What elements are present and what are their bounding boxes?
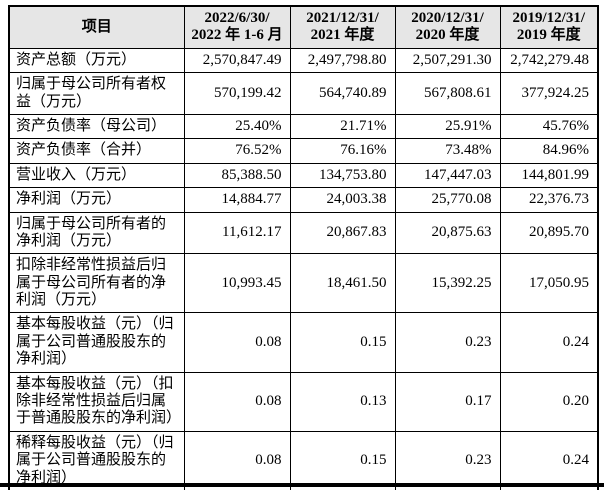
financial-summary-table: 项目 2022/6/30/2022 年 1-6 月 2021/12/31/2021… bbox=[8, 5, 599, 490]
table-row: 归属于母公司所有者权益（万元） 570,199.42 564,740.89 567,8… bbox=[8, 72, 599, 115]
value-cell: 25,770.08 bbox=[394, 187, 501, 213]
table-row: 营业收入（万元） 85,388.50 134,753.80 147,447.03 144… bbox=[8, 162, 599, 189]
value-cell: 0.24 bbox=[499, 430, 599, 490]
period-date: 2021/12/31/ bbox=[306, 10, 379, 26]
period-date: 2020/12/31/ bbox=[411, 10, 484, 26]
row-label: 营业收入（万元） bbox=[8, 162, 185, 189]
value-cell: 0.17 bbox=[394, 371, 501, 432]
value-cell: 2,570,847.49 bbox=[183, 47, 291, 74]
value-cell: 377,924.25 bbox=[499, 72, 599, 115]
row-label: 稀释每股收益（元）（归属于公司普通股股东的净利润） bbox=[8, 430, 185, 490]
row-label: 扣除非经常性损益后归属于母公司所有者的净利润（万元） bbox=[8, 253, 185, 314]
value-cell: 570,199.42 bbox=[183, 72, 291, 115]
value-cell: 25.91% bbox=[394, 113, 501, 140]
period-label: 2022 年 1-6 月 bbox=[191, 27, 283, 44]
table-row: 归属于母公司所有者的净利润（万元） 11,612.17 20,867.83 20,87… bbox=[8, 211, 599, 255]
period-date: 2019/12/31/ bbox=[512, 10, 585, 26]
row-label: 归属于母公司所有者权益（万元） bbox=[8, 72, 185, 115]
row-label: 基本每股收益（元）（扣除非经常性损益后归属于普通股股东的净利润） bbox=[8, 371, 185, 432]
value-cell: 20,875.63 bbox=[394, 211, 501, 255]
financial-summary-table-wrap: 项目 2022/6/30/2022 年 1-6 月 2021/12/31/2021… bbox=[8, 5, 599, 490]
row-label: 基本每股收益（元）（归属于公司普通股股东的净利润） bbox=[8, 312, 185, 373]
table-row: 净利润（万元） 14,884.77 24,003.38 25,770.08 22,376… bbox=[8, 187, 599, 213]
period-label: 2020 年度 bbox=[415, 27, 480, 44]
table-row: 资产负债率（合并） 76.52% 76.16% 73.48% 84.96% bbox=[8, 138, 599, 164]
row-label: 资产总额（万元） bbox=[8, 47, 185, 74]
value-cell: 0.20 bbox=[499, 371, 599, 432]
table-header: 项目 2022/6/30/2022 年 1-6 月 2021/12/31/2021… bbox=[8, 5, 599, 49]
table-row: 资产负债率（母公司） 25.40% 21.71% 25.91% 45.76% bbox=[8, 113, 599, 140]
value-cell: 24,003.38 bbox=[289, 187, 396, 213]
value-cell: 2,497,798.80 bbox=[289, 47, 396, 74]
value-cell: 0.15 bbox=[289, 312, 396, 373]
header-item-cell: 项目 bbox=[8, 5, 185, 49]
row-label: 归属于母公司所有者的净利润（万元） bbox=[8, 211, 185, 255]
value-cell: 134,753.80 bbox=[289, 162, 396, 189]
header-period-cell: 2019/12/31/2019 年度 bbox=[499, 5, 599, 49]
value-cell: 25.40% bbox=[183, 113, 291, 140]
value-cell: 10,993.45 bbox=[183, 253, 291, 314]
value-cell: 2,507,291.30 bbox=[394, 47, 501, 74]
header-row: 项目 2022/6/30/2022 年 1-6 月 2021/12/31/2021… bbox=[8, 5, 599, 49]
period-date: 2022/6/30/ bbox=[204, 10, 270, 26]
value-cell: 21.71% bbox=[289, 113, 396, 140]
value-cell: 144,801.99 bbox=[499, 162, 599, 189]
value-cell: 22,376.73 bbox=[499, 187, 599, 213]
bottom-rule bbox=[0, 483, 604, 487]
value-cell: 20,895.70 bbox=[499, 211, 599, 255]
value-cell: 0.08 bbox=[183, 371, 291, 432]
header-period-cell: 2022/6/30/2022 年 1-6 月 bbox=[183, 5, 291, 49]
value-cell: 18,461.50 bbox=[289, 253, 396, 314]
period-label: 2019 年度 bbox=[516, 27, 581, 44]
value-cell: 11,612.17 bbox=[183, 211, 291, 255]
value-cell: 76.16% bbox=[289, 138, 396, 164]
header-period-cell: 2021/12/31/2021 年度 bbox=[289, 5, 396, 49]
value-cell: 73.48% bbox=[394, 138, 501, 164]
table-row: 扣除非经常性损益后归属于母公司所有者的净利润（万元） 10,993.45 18,46… bbox=[8, 253, 599, 314]
table-row: 稀释每股收益（元）（归属于公司普通股股东的净利润） 0.08 0.15 0.23 0.2… bbox=[8, 430, 599, 490]
row-label: 资产负债率（母公司） bbox=[8, 113, 185, 140]
table-body: 资产总额（万元） 2,570,847.49 2,497,798.80 2,507,29… bbox=[8, 47, 599, 490]
table-row: 基本每股收益（元）（扣除非经常性损益后归属于普通股股东的净利润） 0.08 0.13… bbox=[8, 371, 599, 432]
value-cell: 20,867.83 bbox=[289, 211, 396, 255]
value-cell: 14,884.77 bbox=[183, 187, 291, 213]
table-row: 基本每股收益（元）（归属于公司普通股股东的净利润） 0.08 0.15 0.23 0.2… bbox=[8, 312, 599, 373]
value-cell: 0.23 bbox=[394, 430, 501, 490]
value-cell: 567,808.61 bbox=[394, 72, 501, 115]
header-period-cell: 2020/12/31/2020 年度 bbox=[394, 5, 501, 49]
value-cell: 76.52% bbox=[183, 138, 291, 164]
value-cell: 2,742,279.48 bbox=[499, 47, 599, 74]
value-cell: 0.15 bbox=[289, 430, 396, 490]
value-cell: 15,392.25 bbox=[394, 253, 501, 314]
value-cell: 45.76% bbox=[499, 113, 599, 140]
value-cell: 0.08 bbox=[183, 312, 291, 373]
value-cell: 84.96% bbox=[499, 138, 599, 164]
value-cell: 85,388.50 bbox=[183, 162, 291, 189]
value-cell: 0.23 bbox=[394, 312, 501, 373]
table-row: 资产总额（万元） 2,570,847.49 2,497,798.80 2,507,29… bbox=[8, 47, 599, 74]
value-cell: 0.24 bbox=[499, 312, 599, 373]
row-label: 净利润（万元） bbox=[8, 187, 185, 213]
row-label: 资产负债率（合并） bbox=[8, 138, 185, 164]
value-cell: 17,050.95 bbox=[499, 253, 599, 314]
value-cell: 564,740.89 bbox=[289, 72, 396, 115]
period-label: 2021 年度 bbox=[310, 27, 375, 44]
value-cell: 147,447.03 bbox=[394, 162, 501, 189]
value-cell: 0.13 bbox=[289, 371, 396, 432]
value-cell: 0.08 bbox=[183, 430, 291, 490]
